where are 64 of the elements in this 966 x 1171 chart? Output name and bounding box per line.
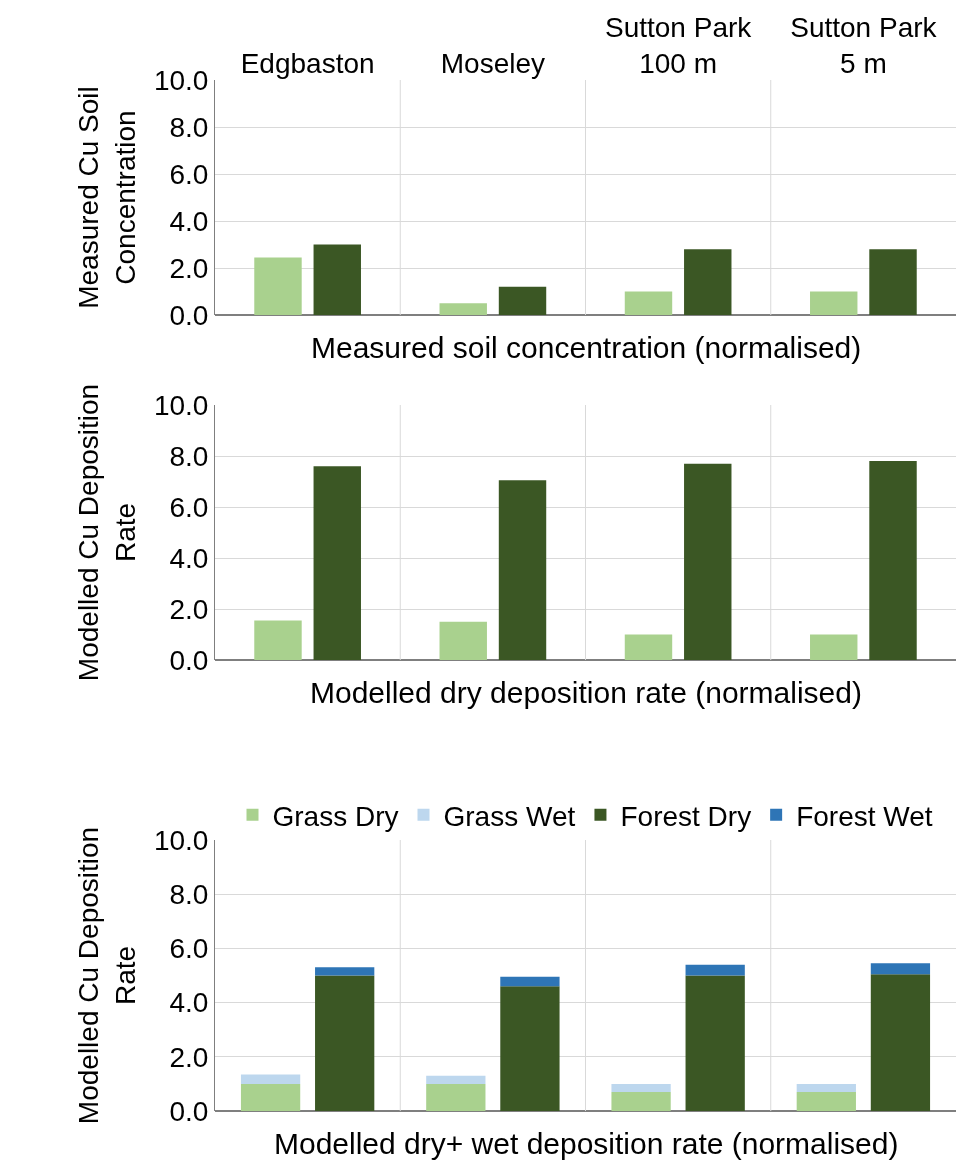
bar (500, 976, 560, 987)
bar (315, 975, 375, 1111)
x-tick-label: Edgbaston (240, 48, 375, 80)
bar (796, 1083, 856, 1093)
y-tick-label: 8.0 (169, 111, 209, 143)
bar (685, 964, 745, 976)
bar (870, 974, 931, 1111)
y-tick-label: 8.0 (169, 879, 209, 910)
y-tick-label: 0.0 (169, 299, 209, 331)
bar (624, 291, 673, 315)
bar (426, 1075, 486, 1084)
legend-label: Grass Wet (443, 800, 576, 832)
x-tick-label: Moseley (440, 48, 546, 80)
y-tick-label: 2.0 (169, 593, 209, 625)
bar (684, 249, 732, 315)
bar (685, 975, 745, 1111)
y-tick-label: 10.0 (153, 64, 209, 96)
bar (810, 634, 858, 660)
x-tick-label: Sutton Park 100 m (604, 12, 753, 80)
bar (870, 963, 931, 975)
y-axis-title: Modelled Cu Deposition Rate (73, 826, 141, 1125)
bar (796, 1092, 856, 1111)
bar (254, 257, 302, 315)
y-tick-label: 4.0 (169, 205, 209, 237)
bar (313, 466, 361, 660)
y-tick-label: 0.0 (169, 644, 209, 676)
y-tick-label: 4.0 (169, 542, 209, 574)
bar (684, 463, 732, 660)
x-axis-title: Measured soil concentration (normalised) (311, 331, 862, 364)
bar (240, 1083, 301, 1111)
y-tick-label: 6.0 (169, 158, 209, 190)
bar (611, 1092, 671, 1111)
bar (426, 1083, 486, 1111)
bar (254, 620, 302, 660)
bar (313, 244, 361, 315)
bar (869, 249, 917, 315)
bar (315, 967, 375, 976)
bar (439, 303, 487, 315)
legend-label: Forest Dry (620, 800, 752, 832)
bar (498, 286, 547, 315)
legend-label: Forest Wet (796, 800, 933, 832)
y-tick-label: 6.0 (169, 933, 209, 965)
x-axis-title: Modelled dry deposition rate (normalised) (310, 676, 862, 709)
bar (624, 634, 673, 660)
x-tick-label: Sutton Park 5 m (790, 12, 938, 80)
y-axis-title: Measured Cu Soil Concentration (73, 86, 141, 309)
y-tick-label: 2.0 (169, 1041, 209, 1073)
x-axis-title: Modelled dry+ wet deposition rate (normalised) (274, 1127, 899, 1160)
y-tick-label: 2.0 (169, 252, 209, 284)
bar (500, 986, 560, 1111)
bar (498, 480, 547, 660)
bar (810, 291, 858, 315)
bar (869, 461, 917, 660)
y-tick-label: 4.0 (169, 987, 209, 1019)
bar (439, 621, 487, 660)
bar (611, 1083, 671, 1093)
y-tick-label: 8.0 (169, 440, 209, 472)
y-axis-title: Modelled Cu Deposition Rate (73, 383, 141, 682)
y-tick-label: 10.0 (153, 824, 209, 856)
legend-label: Grass Dry (272, 800, 399, 832)
y-tick-label: 10.0 (153, 389, 209, 421)
y-tick-label: 0.0 (169, 1095, 209, 1127)
bar (240, 1074, 301, 1084)
y-tick-label: 6.0 (169, 491, 209, 523)
